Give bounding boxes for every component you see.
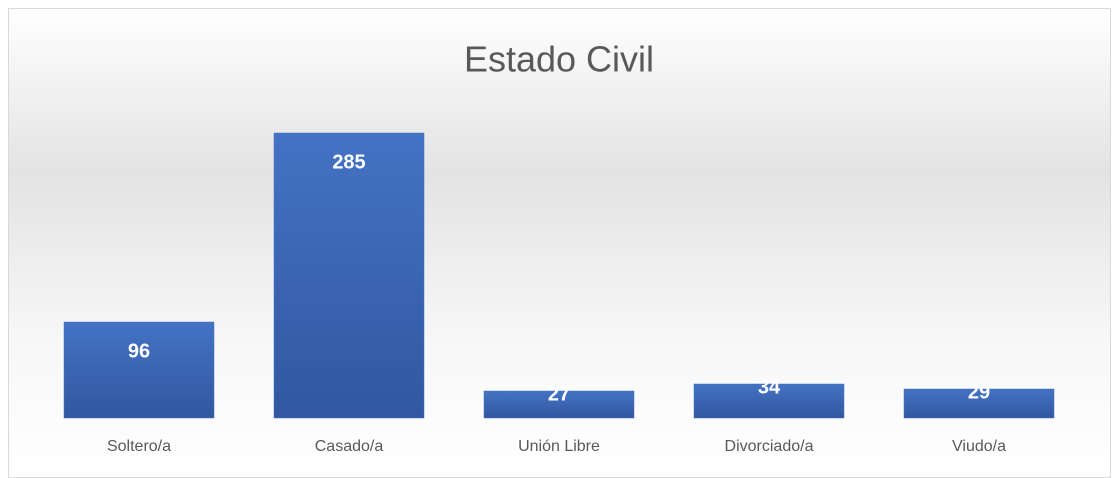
chart-title: Estado Civil: [464, 39, 654, 80]
x-tick-label: Soltero/a: [107, 438, 171, 455]
x-tick-label: Unión Libre: [518, 438, 600, 455]
data-label: 96: [128, 340, 150, 362]
bar: [903, 388, 1055, 419]
x-tick-label: Casado/a: [315, 438, 384, 455]
data-label: 285: [332, 151, 365, 173]
data-label: 27: [548, 383, 570, 405]
x-tick-label: Divorciado/a: [725, 438, 814, 455]
bar: [483, 390, 635, 419]
data-label: 29: [968, 381, 990, 403]
x-tick-label: Viudo/a: [952, 438, 1006, 455]
bar: [693, 383, 845, 419]
bar: [63, 321, 215, 419]
bar: [273, 132, 425, 419]
data-label: 34: [758, 376, 781, 398]
